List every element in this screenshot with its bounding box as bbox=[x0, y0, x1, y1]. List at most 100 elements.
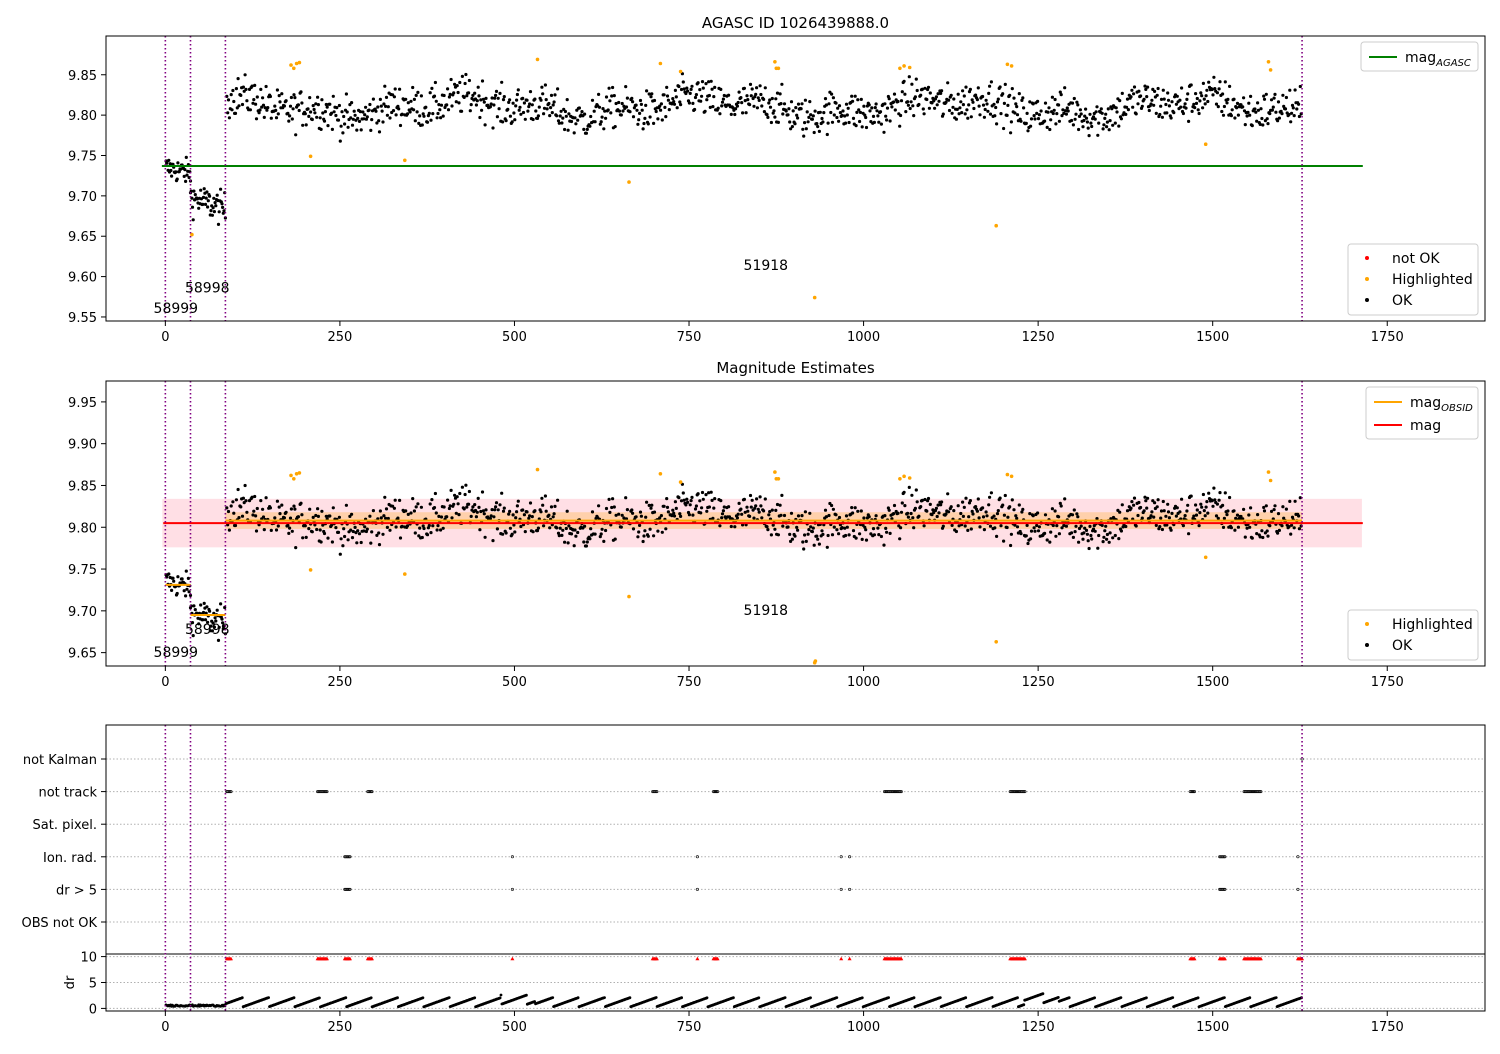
ok-point bbox=[1129, 95, 1133, 99]
ok-point bbox=[1256, 108, 1260, 112]
ok-point bbox=[469, 514, 473, 519]
ok-point bbox=[311, 515, 315, 520]
ok-point bbox=[1289, 532, 1293, 536]
ok-point bbox=[1165, 523, 1169, 527]
ok-point bbox=[776, 533, 781, 537]
ok-point bbox=[914, 77, 918, 81]
ok-point bbox=[892, 503, 897, 508]
flag-marker bbox=[891, 790, 895, 794]
highlighted-point bbox=[773, 60, 777, 64]
ok-point bbox=[604, 116, 608, 120]
dr-point bbox=[1093, 996, 1096, 1000]
ok-point bbox=[442, 505, 446, 509]
ok-point bbox=[1014, 102, 1018, 106]
ok-point bbox=[768, 510, 772, 514]
ok-point bbox=[307, 527, 311, 531]
ok-point bbox=[409, 99, 413, 103]
highlighted-point bbox=[678, 480, 683, 484]
ok-point bbox=[940, 89, 944, 93]
y-tick-label: 9.85 bbox=[68, 69, 97, 84]
ok-point bbox=[245, 510, 249, 514]
ok-point bbox=[1293, 499, 1297, 503]
ok-point bbox=[1266, 534, 1270, 538]
ok-point bbox=[910, 82, 914, 86]
ok-point bbox=[290, 117, 294, 121]
ok-point bbox=[516, 88, 520, 92]
ok-point bbox=[341, 131, 345, 135]
ok-point bbox=[1083, 114, 1087, 118]
ok-point bbox=[830, 120, 835, 124]
dr-tick-label: 5 bbox=[89, 977, 97, 992]
ok-point bbox=[710, 87, 714, 91]
ok-point bbox=[1159, 97, 1164, 101]
dr-point bbox=[267, 996, 270, 999]
ok-point bbox=[754, 92, 758, 96]
ok-point bbox=[286, 111, 290, 115]
ok-point bbox=[1262, 505, 1266, 510]
ok-point bbox=[637, 530, 641, 534]
ok-point bbox=[495, 527, 499, 531]
ok-point bbox=[815, 122, 819, 126]
ok-point bbox=[448, 504, 452, 508]
ok-point bbox=[1075, 512, 1079, 516]
ok-point bbox=[996, 97, 1000, 101]
ok-point bbox=[215, 608, 219, 612]
ok-point bbox=[450, 516, 454, 520]
ok-point bbox=[537, 105, 541, 109]
ok-point bbox=[446, 87, 450, 91]
ok-point bbox=[602, 127, 606, 131]
ok-point bbox=[829, 110, 833, 115]
ok-point bbox=[1014, 514, 1018, 518]
flag-marker bbox=[695, 855, 699, 859]
y-tick-label: 9.65 bbox=[68, 230, 97, 245]
ok-point bbox=[243, 73, 247, 77]
ok-point bbox=[713, 85, 717, 89]
ok-point bbox=[1226, 97, 1230, 101]
ok-point bbox=[1026, 129, 1030, 133]
ok-point bbox=[1024, 121, 1028, 125]
ok-point bbox=[899, 510, 904, 514]
ok-point bbox=[933, 106, 937, 110]
ok-point bbox=[1054, 534, 1058, 538]
ok-point bbox=[1119, 529, 1123, 533]
ok-point bbox=[219, 187, 223, 191]
dr-point bbox=[1022, 1003, 1026, 1007]
ok-point bbox=[337, 515, 341, 519]
ok-point bbox=[822, 111, 826, 115]
ok-point bbox=[954, 117, 959, 121]
ok-point bbox=[701, 86, 705, 90]
ok-point bbox=[265, 108, 269, 112]
ok-point bbox=[479, 509, 483, 514]
ok-point bbox=[1102, 123, 1106, 127]
ok-point bbox=[188, 593, 193, 598]
ok-point bbox=[754, 504, 758, 508]
ok-point bbox=[612, 505, 616, 509]
ok-point bbox=[384, 507, 389, 511]
ok-point bbox=[1145, 95, 1149, 99]
ok-point bbox=[307, 114, 311, 118]
ok-point bbox=[1210, 499, 1214, 503]
ok-point bbox=[847, 533, 851, 537]
ok-point bbox=[1203, 514, 1207, 518]
dr-clipped-marker bbox=[839, 956, 844, 961]
ok-point bbox=[939, 503, 943, 507]
ok-point bbox=[232, 511, 236, 515]
ok-point bbox=[678, 512, 682, 516]
ok-point bbox=[328, 514, 332, 518]
ok-point bbox=[1197, 111, 1201, 116]
ok-point bbox=[678, 100, 682, 104]
ok-point bbox=[187, 590, 191, 594]
highlighted-point bbox=[813, 659, 818, 663]
ok-point bbox=[789, 511, 794, 515]
ok-point bbox=[1232, 509, 1236, 513]
ok-point bbox=[917, 102, 921, 107]
ok-point bbox=[190, 205, 195, 209]
ok-point bbox=[273, 516, 277, 520]
ok-point bbox=[786, 525, 790, 529]
ok-point bbox=[628, 110, 632, 114]
ok-point bbox=[1051, 111, 1055, 116]
ok-point bbox=[868, 109, 872, 113]
ok-point bbox=[1046, 110, 1050, 114]
ok-point bbox=[787, 107, 791, 111]
highlighted-point bbox=[994, 223, 998, 228]
